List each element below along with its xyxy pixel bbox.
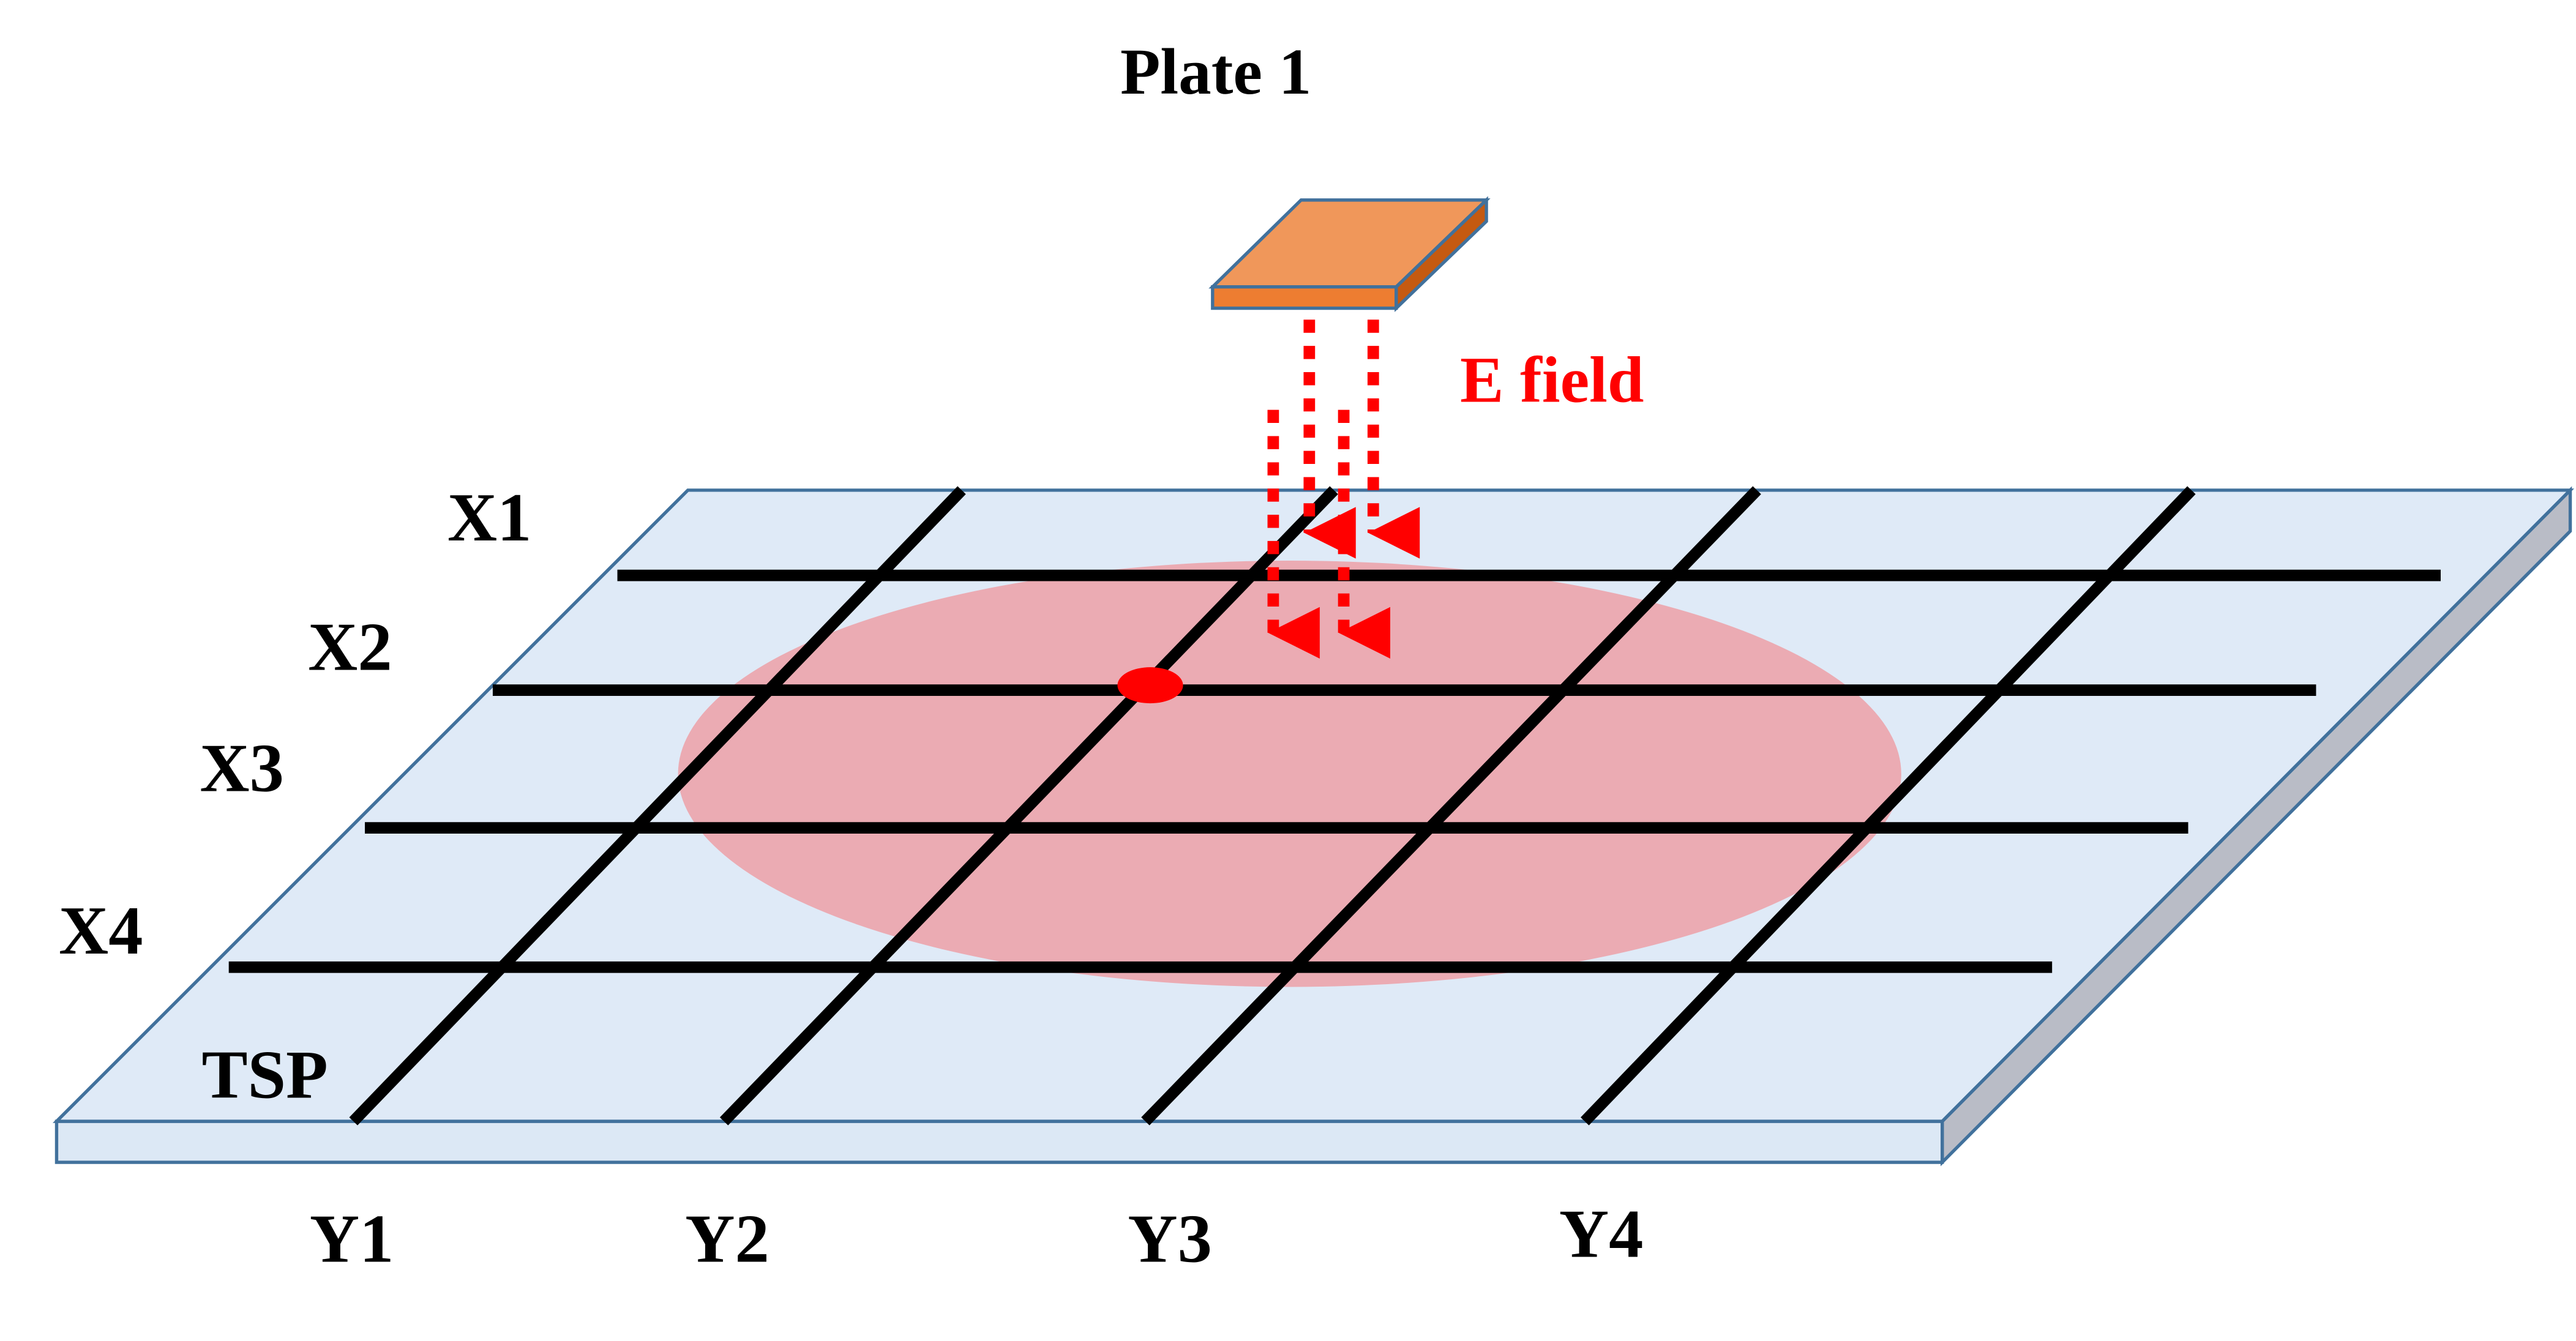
y-label: Y4	[1559, 1196, 1643, 1272]
plate-front	[54, 1119, 1944, 1164]
y-label: Y1	[310, 1201, 394, 1277]
plate1-side	[1395, 196, 1488, 312]
plate1-front	[1211, 285, 1398, 310]
title: Plate 1	[1120, 36, 1311, 108]
touch-point	[1117, 667, 1183, 704]
y-label: Y2	[685, 1201, 769, 1277]
y-label: Y3	[1128, 1201, 1211, 1277]
x-label: X4	[59, 893, 143, 969]
y-line	[349, 486, 966, 1126]
x-electrodes	[228, 569, 2441, 973]
field-region	[678, 561, 1901, 987]
y-electrodes	[349, 486, 2196, 1126]
field-label: E field	[1460, 345, 1644, 417]
y-line	[1581, 486, 2196, 1126]
field-arrows	[1267, 319, 1420, 659]
x-label: X3	[200, 731, 283, 807]
panel-label: TSP	[201, 1037, 328, 1113]
y-line	[719, 486, 1338, 1126]
x-label: X2	[308, 610, 392, 685]
y-line	[1141, 486, 1761, 1126]
x-label: X1	[447, 480, 531, 556]
